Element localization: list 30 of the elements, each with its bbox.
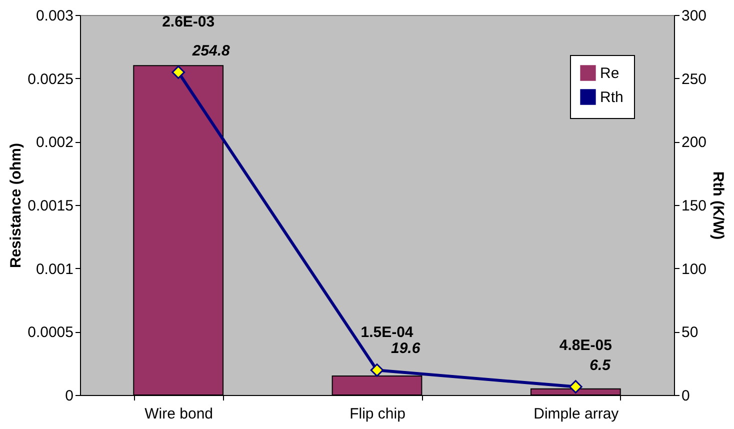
y-tick-label: 0.0025 (28, 70, 74, 88)
data-label: 6.5 (590, 356, 612, 374)
y-tick-label: 0.0015 (28, 198, 74, 214)
y2-tick-label: 300 (682, 8, 707, 24)
y-tick-label: 0.002 (36, 134, 74, 152)
y-tick-label: 0.0005 (28, 324, 74, 342)
y2-axis-title: Rth (K/W) (710, 171, 727, 240)
data-label: 1.5E-04 (360, 324, 414, 341)
point (172, 66, 186, 79)
y2-tick-label: 50 (682, 324, 698, 342)
data-label: 2.6E-03 (162, 14, 215, 31)
legend-label: Re (600, 65, 620, 82)
data-label: 19.6 (391, 340, 421, 358)
y2-tick-label: 200 (682, 134, 707, 152)
y2-tick-label: 0 (682, 388, 690, 404)
data-label: 254.8 (191, 42, 231, 60)
y-tick-label: 0.003 (36, 8, 74, 24)
x-tick-label: Wire bond (144, 406, 214, 422)
point (370, 364, 384, 377)
y-axis-title: Resistance (ohm) (8, 142, 25, 268)
y2-tick-label: 250 (682, 70, 707, 88)
y2-tick-label: 100 (682, 260, 707, 278)
y2-tick-label: 150 (682, 198, 707, 214)
y-tick-label: 0 (65, 388, 74, 404)
point (568, 380, 582, 394)
x-tick-label: Dimple array (534, 406, 620, 422)
x-tick-label: Flip chip (350, 406, 406, 422)
legend-label: Rth (600, 89, 624, 106)
data-label: 4.8E-05 (559, 336, 612, 354)
y-tick-label: 0.001 (36, 260, 74, 278)
